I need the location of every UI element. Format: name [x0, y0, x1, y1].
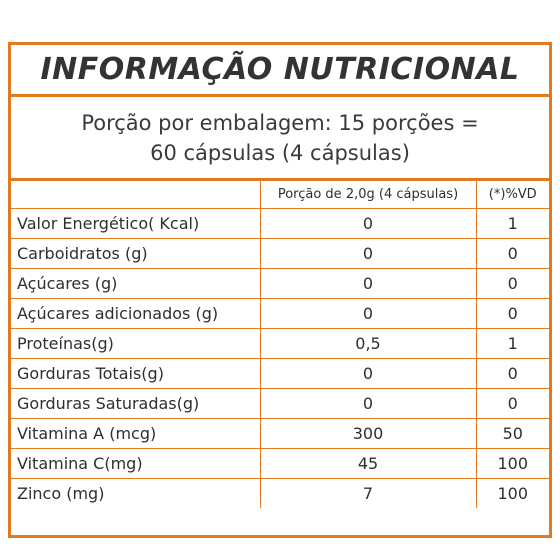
vd-value: 1: [475, 208, 549, 239]
portion-value: 0: [259, 238, 477, 269]
table-row: Valor Energético( Kcal) 0 1: [11, 208, 549, 239]
nutrient-name: Carboidratos (g): [11, 238, 261, 269]
portion-value: 0: [259, 208, 477, 239]
vd-value: 0: [475, 268, 549, 299]
serving-line-1: Porção por embalagem: 15 porções =: [81, 110, 479, 135]
vd-value: 1: [475, 328, 549, 359]
portion-value: 0: [259, 298, 477, 329]
vd-value: 0: [475, 358, 549, 389]
label-title: INFORMAÇÃO NUTRICIONAL: [11, 45, 549, 97]
vd-value: 100: [475, 448, 549, 479]
nutrient-name: Açúcares (g): [11, 268, 261, 299]
vd-value: 0: [475, 388, 549, 419]
nutrient-name: Açúcares adicionados (g): [11, 298, 261, 329]
table-row: Proteínas(g) 0,5 1: [11, 328, 549, 359]
table-row: Carboidratos (g) 0 0: [11, 238, 549, 269]
table-row: Gorduras Totais(g) 0 0: [11, 358, 549, 389]
portion-value: 300: [259, 418, 477, 449]
serving-info: Porção por embalagem: 15 porções = 60 cá…: [11, 97, 549, 181]
nutrition-label: INFORMAÇÃO NUTRICIONAL Porção por embala…: [8, 42, 552, 538]
header-vd: (*)%VD: [475, 181, 549, 209]
nutrient-name: Zinco (mg): [11, 478, 261, 508]
table-row: Açúcares adicionados (g) 0 0: [11, 298, 549, 329]
portion-value: 0: [259, 388, 477, 419]
table-row: Açúcares (g) 0 0: [11, 268, 549, 299]
portion-value: 0: [259, 268, 477, 299]
portion-value: 7: [259, 478, 477, 508]
header-nutrient: [11, 181, 261, 209]
table-row: Zinco (mg) 7 100: [11, 478, 549, 508]
nutrient-name: Proteínas(g): [11, 328, 261, 359]
vd-value: 50: [475, 418, 549, 449]
table-row: Gorduras Saturadas(g) 0 0: [11, 388, 549, 419]
vd-value: 100: [475, 478, 549, 508]
nutrient-name: Gorduras Totais(g): [11, 358, 261, 389]
table-row: Vitamina A (mcg) 300 50: [11, 418, 549, 449]
table-row: Vitamina C(mg) 45 100: [11, 448, 549, 479]
nutrient-name: Gorduras Saturadas(g): [11, 388, 261, 419]
portion-value: 0,5: [259, 328, 477, 359]
nutrition-table-body: Porção de 2,0g (4 cápsulas) (*)%VD Valor…: [11, 181, 549, 508]
serving-line-2: 60 cápsulas (4 cápsulas): [150, 140, 410, 165]
vd-value: 0: [475, 238, 549, 269]
table-header-row: Porção de 2,0g (4 cápsulas) (*)%VD: [11, 181, 549, 209]
portion-value: 0: [259, 358, 477, 389]
nutrition-table: Porção de 2,0g (4 cápsulas) (*)%VD Valor…: [11, 181, 549, 508]
nutrient-name: Vitamina C(mg): [11, 448, 261, 479]
portion-value: 45: [259, 448, 477, 479]
nutrient-name: Valor Energético( Kcal): [11, 208, 261, 239]
header-portion: Porção de 2,0g (4 cápsulas): [259, 181, 477, 209]
nutrient-name: Vitamina A (mcg): [11, 418, 261, 449]
vd-value: 0: [475, 298, 549, 329]
